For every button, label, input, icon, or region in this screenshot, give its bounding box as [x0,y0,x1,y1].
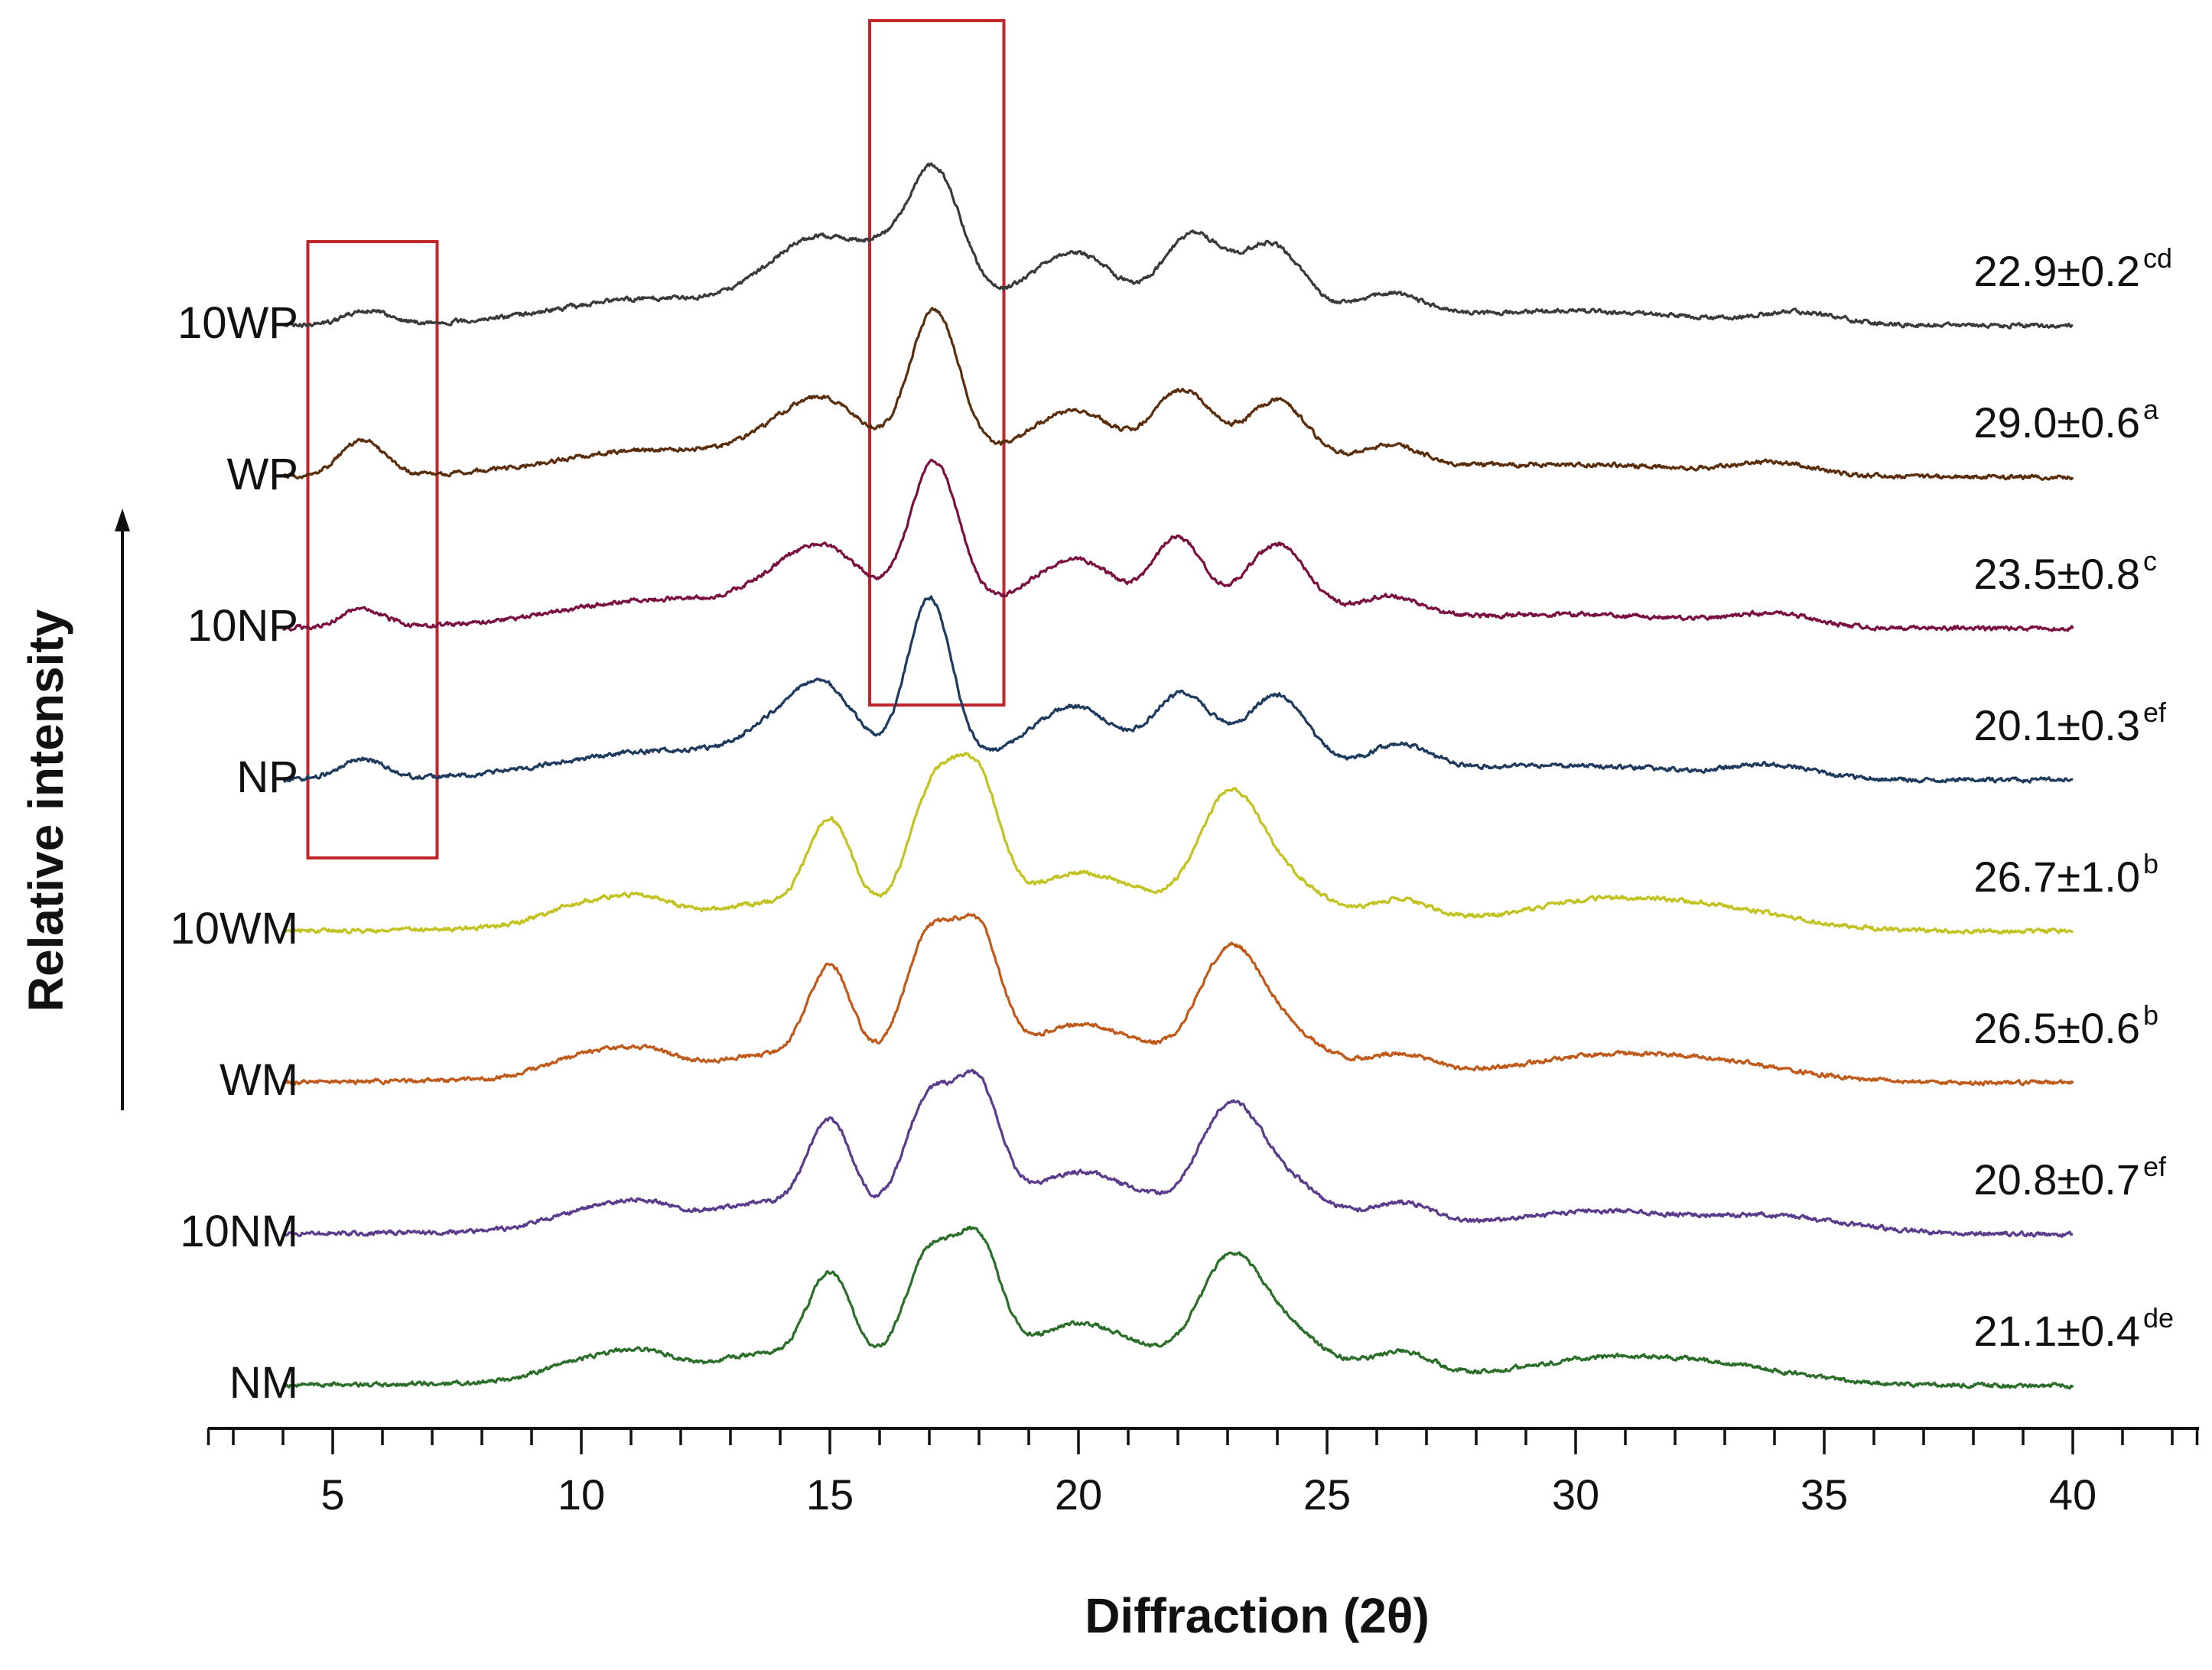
crystallinity-10NM: 20.8±0.7 [1973,1155,2140,1204]
crystallinity-10NP: 23.5±0.8 [1973,550,2140,598]
crystallinity-10WP: 22.9±0.2 [1973,247,2140,295]
labels-layer: 10WP 22.9±0.2 cd WP 29.0±0.6 a 10NP 23.5±0.8 c NP… [170,242,2174,1408]
highlight-region-2 [868,19,1006,707]
y-axis-arrow [115,508,130,1110]
x-tick-label-40: 40 [2049,1470,2097,1519]
series-label-NM: NM [229,1358,298,1408]
y-arrow-head [115,508,130,531]
series-label-10WP: 10WP [177,298,298,348]
series-line-NM [282,1225,2074,1390]
crystallinity-superscript-WM: b [2143,999,2158,1031]
series-line-WP [281,307,2074,481]
x-tick-label-25: 25 [1303,1470,1351,1519]
x-tick-label-15: 15 [806,1470,854,1519]
series-line-WM [281,912,2074,1087]
x-tick-label-20: 20 [1055,1470,1102,1519]
x-axis: 5 10 15 20 25 30 35 40 [207,1427,2199,1519]
crystallinity-WM: 26.5±0.6 [1973,1004,2140,1052]
series-line-10WM [281,752,2074,935]
series-layer [281,162,2074,1390]
x-axis-title: Diffraction (2θ) [1085,1588,1430,1643]
series-label-10NP: 10NP [187,601,298,651]
crystallinity-WP: 29.0±0.6 [1973,398,2140,447]
crystallinity-superscript-10WP: cd [2143,242,2172,274]
series-label-10NM: 10NM [180,1207,298,1256]
x-tick-label-35: 35 [1801,1470,1848,1519]
crystallinity-superscript-WP: a [2143,394,2159,425]
x-tick-label-5: 5 [320,1470,344,1519]
series-label-NP: NP [236,752,298,802]
crystallinity-superscript-NM: de [2143,1302,2174,1334]
series-line-10NM [281,1068,2074,1238]
series-line-10WP [281,162,2074,330]
crystallinity-10WM: 26.7±1.0 [1973,853,2140,901]
series-line-NP [282,595,2074,784]
highlight-regions [306,19,1006,859]
x-tick-label-10: 10 [558,1470,605,1519]
crystallinity-superscript-NP: ef [2143,697,2167,728]
series-label-WP: WP [227,450,298,499]
x-tick-label-30: 30 [1552,1470,1599,1519]
series-label-10WM: 10WM [170,904,298,954]
highlight-region-1 [306,240,439,859]
crystallinity-NM: 21.1±0.4 [1973,1307,2140,1355]
crystallinity-superscript-10NP: c [2143,545,2157,577]
series-label-WM: WM [220,1055,298,1105]
crystallinity-superscript-10WM: b [2143,848,2158,879]
crystallinity-superscript-10NM: ef [2143,1151,2167,1182]
crystallinity-NP: 20.1±0.3 [1973,701,2140,749]
y-axis-title: Relative intensity [18,609,73,1012]
series-line-10NP [282,458,2074,632]
